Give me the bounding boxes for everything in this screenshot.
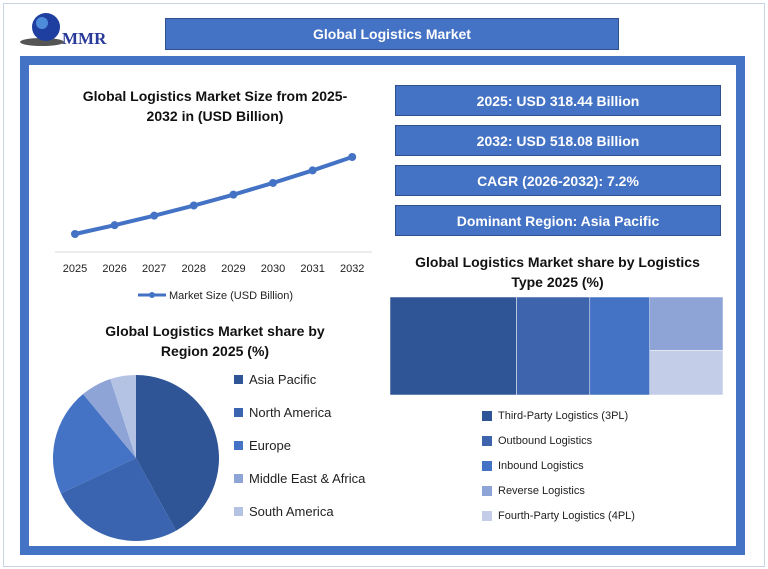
x-tick-label: 2029 <box>221 263 245 275</box>
data-point-2029 <box>229 190 238 199</box>
treemap-block-2 <box>589 297 650 395</box>
pie-chart-title: Global Logistics Market share by Region … <box>75 321 355 361</box>
line-chart-title: Global Logistics Market Size from 2025- … <box>60 86 370 126</box>
treemap-legend-item: Fourth-Party Logistics (4PL) <box>482 510 635 522</box>
legend-label: Europe <box>249 438 291 453</box>
data-point-2030 <box>269 178 277 187</box>
line-chart-title-line-2: 2032 in (USD Billion) <box>146 108 284 124</box>
pie-slice-north-america <box>60 458 176 541</box>
pie-legend-item: Asia Pacific <box>234 372 316 387</box>
legend-label: South America <box>249 504 334 519</box>
info-box-dominant-region: Dominant Region: Asia Pacific <box>395 205 721 236</box>
legend-label: Asia Pacific <box>249 372 317 387</box>
x-tick-label: 2030 <box>261 263 285 275</box>
legend-marker-icon <box>149 292 155 298</box>
legend-swatch-icon <box>482 461 492 471</box>
data-point-2031 <box>308 166 317 175</box>
pie-title-line-2: Region 2025 (%) <box>160 343 270 359</box>
x-tick-label: 2027 <box>142 263 166 275</box>
data-point-2028 <box>189 201 198 210</box>
pie-slice-asia-pacific <box>136 375 219 531</box>
series-line <box>74 155 353 236</box>
x-tick-label: 2028 <box>182 263 206 275</box>
treemap-title-line-2: Type 2025 (%) <box>511 274 604 290</box>
pie-legend-item: Europe <box>234 438 291 453</box>
x-tick-label: 2026 <box>102 263 126 275</box>
treemap-title-line-1: Global Logistics Market share by Logisti… <box>415 254 700 270</box>
legend-swatch-icon <box>482 511 492 521</box>
pie-slice-europe <box>52 394 136 494</box>
data-point-2025 <box>71 230 79 238</box>
legend-swatch-icon <box>482 486 492 496</box>
line-chart-title-line-1: Global Logistics Market Size from 2025- <box>82 88 348 104</box>
legend-label: Third-Party Logistics (3PL) <box>498 410 629 422</box>
data-point-2032 <box>348 153 357 161</box>
pie-slice-middle-east-africa <box>83 379 136 458</box>
info-box-2032-size: 2032: USD 518.08 Billion <box>395 125 721 156</box>
pie-slice-south-america <box>110 375 136 458</box>
legend-swatch-icon <box>234 408 243 417</box>
legend-label: Market Size (USD Billion) <box>169 290 293 302</box>
treemap-block-3 <box>649 297 723 351</box>
x-tick-label: 2025 <box>63 263 87 275</box>
treemap-block-4 <box>649 350 723 395</box>
infographic-border <box>3 3 765 567</box>
x-tick-label: 2031 <box>300 263 324 275</box>
info-box-2025-size: 2025: USD 318.44 Billion <box>395 85 721 116</box>
legend-swatch-icon <box>482 436 492 446</box>
data-point-2026 <box>110 221 119 230</box>
pie-title-line-1: Global Logistics Market share by <box>105 323 325 339</box>
legend-label: Reverse Logistics <box>498 485 585 497</box>
treemap-title: Global Logistics Market share by Logisti… <box>395 252 720 292</box>
treemap-block-0 <box>390 297 517 395</box>
pie-chart <box>52 375 219 541</box>
logo-text: MMR <box>62 29 107 48</box>
legend-swatch-icon <box>234 375 243 384</box>
treemap-legend-item: Outbound Logistics <box>482 435 592 447</box>
treemap-legend-item: Reverse Logistics <box>482 485 585 497</box>
legend-label: Fourth-Party Logistics (4PL) <box>498 510 635 522</box>
page-title: Global Logistics Market <box>165 18 619 50</box>
treemap-chart <box>390 297 723 395</box>
pie-legend-item: South America <box>234 504 334 519</box>
legend-swatch-icon <box>234 441 243 450</box>
globe-icon: MMR <box>20 13 107 48</box>
legend-label: Outbound Logistics <box>498 435 593 447</box>
treemap-block-1 <box>516 297 591 395</box>
pie-legend-item: North America <box>234 405 331 420</box>
legend-swatch-icon <box>234 507 243 516</box>
x-tick-label: 2032 <box>340 263 364 275</box>
legend-swatch-icon <box>482 411 492 421</box>
info-box-cagr: CAGR (2026-2032): 7.2% <box>395 165 721 196</box>
legend-label: Middle East & Africa <box>249 471 366 486</box>
legend-swatch-icon <box>234 474 243 483</box>
legend-label: North America <box>249 405 332 420</box>
mmr-logo: MMR <box>18 10 128 50</box>
treemap-legend-item: Inbound Logistics <box>482 460 584 472</box>
data-point-2027 <box>150 211 159 220</box>
legend-label: Inbound Logistics <box>498 460 584 472</box>
pie-legend-item: Middle East & Africa <box>234 471 365 486</box>
treemap-legend-item: Third-Party Logistics (3PL) <box>482 410 628 422</box>
